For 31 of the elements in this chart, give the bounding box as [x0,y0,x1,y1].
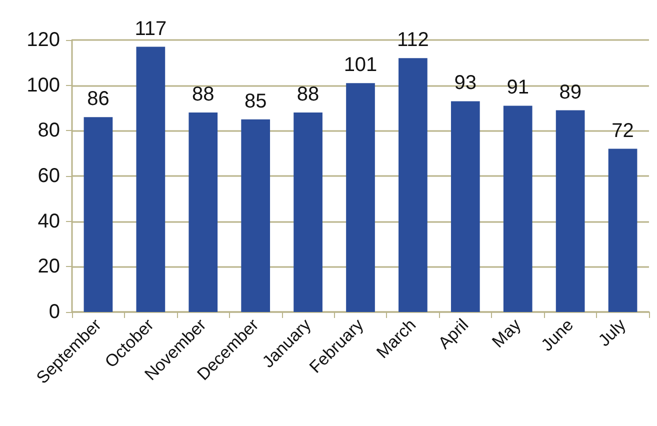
data-label: 91 [506,76,529,99]
bar [188,112,218,312]
data-label: 88 [192,84,214,106]
data-label: 112 [397,29,429,52]
y-tick-label: 20 [38,256,60,278]
data-label: 89 [559,81,582,104]
bar [398,58,428,312]
x-tick-label: May [488,314,525,352]
bar [608,148,638,312]
bar [503,106,532,312]
bar [294,112,322,312]
y-tick-label: 40 [38,210,60,232]
y-tick-label: 100 [26,74,60,96]
y-tick-label: 80 [38,120,60,142]
bar [346,83,375,312]
data-label: 86 [87,88,110,110]
data-label: 93 [454,72,477,94]
data-label: 72 [612,120,634,142]
bar [84,117,113,312]
bar [241,119,270,312]
data-label: 117 [134,18,167,40]
x-tick-label: July [594,314,630,350]
y-tick-label: 60 [38,165,60,187]
data-label: 101 [344,54,378,76]
y-tick-label: 0 [48,301,60,323]
data-label: 88 [296,84,320,106]
data-label: 85 [244,90,267,112]
y-tick-label: 120 [26,29,60,51]
bar [136,46,166,312]
bar [556,110,585,312]
bar [450,101,480,312]
